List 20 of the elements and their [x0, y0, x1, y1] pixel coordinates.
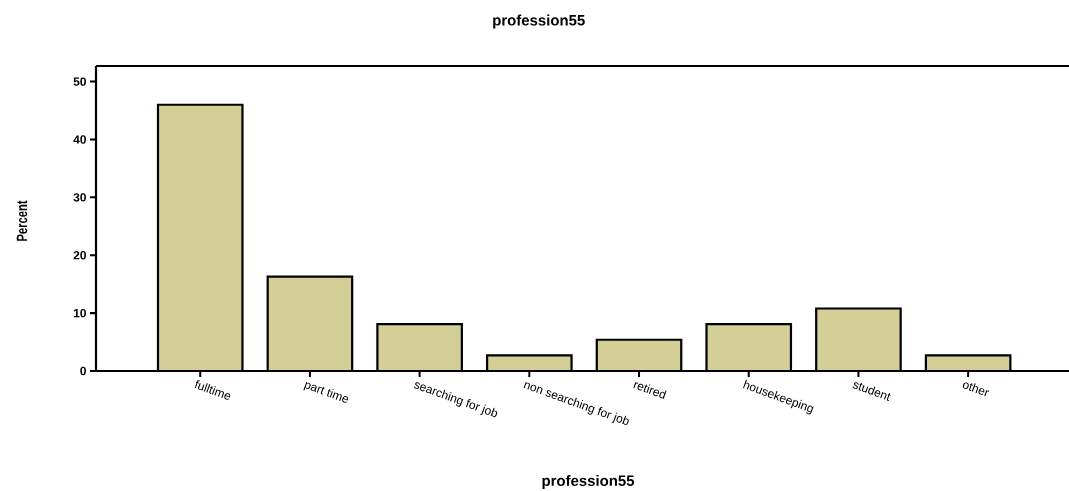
bar — [816, 308, 901, 371]
chart-title: profession55 — [493, 14, 585, 29]
bar — [706, 324, 791, 371]
x-axis-title: profession55 — [542, 475, 635, 489]
y-tick-label: 40 — [73, 135, 86, 144]
bar — [157, 104, 243, 371]
y-tick-label: 20 — [73, 251, 86, 260]
x-tick-label: other — [962, 382, 990, 397]
bar — [267, 276, 353, 371]
bar — [596, 339, 682, 371]
y-tick-label: 10 — [73, 308, 86, 318]
x-tick-label: part time — [303, 381, 348, 403]
y-tick-label: 30 — [73, 193, 86, 202]
x-tick-label: retired — [633, 381, 667, 399]
x-tick-label: fulltime — [194, 380, 231, 400]
y-axis-title: Percent — [16, 200, 28, 241]
y-tick-label: 0 — [80, 366, 86, 376]
bar — [377, 324, 462, 371]
x-tick-label: student — [852, 382, 891, 401]
y-tick-label: 50 — [73, 77, 86, 86]
